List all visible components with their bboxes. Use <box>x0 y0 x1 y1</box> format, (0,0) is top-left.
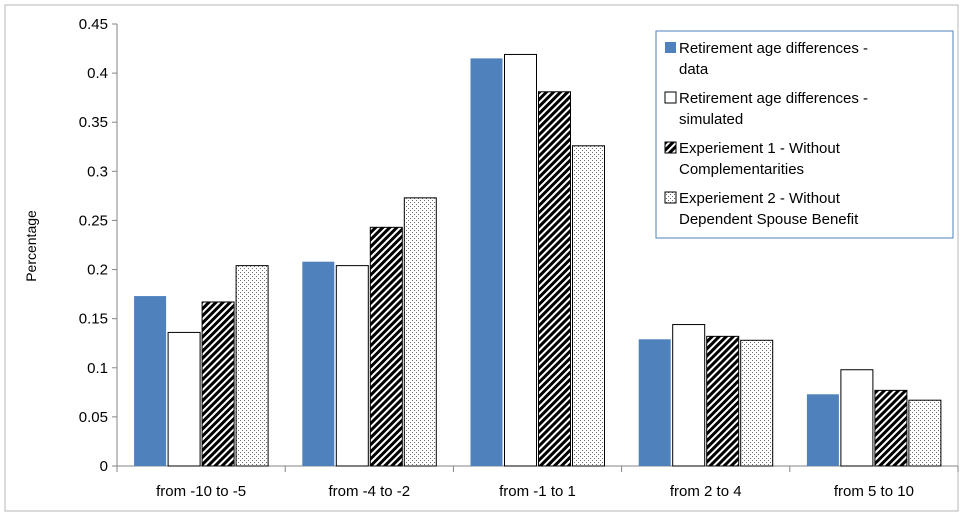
x-tick-label: from 2 to 4 <box>670 483 742 500</box>
y-tick-label: 0.2 <box>87 262 108 279</box>
bars <box>134 53 942 467</box>
y-tick-label: 0.15 <box>79 311 108 328</box>
bar <box>504 53 537 467</box>
y-tick-label: 0.3 <box>87 163 108 180</box>
y-tick-label: 0 <box>100 458 108 475</box>
bar <box>403 197 437 467</box>
y-tick-label: 0.4 <box>87 65 108 82</box>
legend: Retirement age differences -data Retireme… <box>655 30 954 239</box>
bar <box>638 339 671 466</box>
bar <box>201 301 235 467</box>
y-axis-title: Percentage <box>23 210 39 282</box>
legend-swatch <box>665 42 676 53</box>
bar <box>235 265 269 467</box>
x-tick-label: from -1 to 1 <box>499 483 576 500</box>
bar <box>167 331 201 467</box>
bar <box>470 58 503 466</box>
legend-label: Experiement 2 - Without Dependent Spouse … <box>679 190 859 228</box>
y-tick-label: 0.45 <box>79 16 108 33</box>
bar <box>134 296 167 466</box>
legend-label: Retirement age differences -data <box>679 40 868 78</box>
legend-label: Retirement age differences -simulated <box>679 90 868 128</box>
x-tick-label: from 5 to 10 <box>834 483 914 500</box>
legend-swatch <box>664 91 677 104</box>
bar <box>538 91 571 467</box>
x-tick-label: from -4 to -2 <box>328 483 410 500</box>
y-tick-label: 0.25 <box>79 212 108 229</box>
bar <box>369 226 403 467</box>
bar <box>740 339 774 467</box>
bar <box>672 324 706 467</box>
bar <box>706 335 740 467</box>
bar <box>908 399 942 467</box>
legend-swatch <box>664 141 677 154</box>
bar <box>874 389 908 467</box>
y-tick-label: 0.35 <box>79 114 108 131</box>
bar <box>840 369 874 467</box>
bar <box>302 261 335 466</box>
bar <box>335 265 369 467</box>
y-tick-label: 0.05 <box>79 409 108 426</box>
y-tick-label: 0.1 <box>87 360 108 377</box>
bar <box>572 145 605 467</box>
bar <box>806 394 839 466</box>
legend-label: Experiement 1 - Without Complementarities <box>679 140 841 178</box>
legend-box <box>655 30 954 239</box>
legend-swatch <box>664 191 677 204</box>
x-tick-label: from -10 to -5 <box>156 483 246 500</box>
y-axis-title-group: Percentage <box>23 210 39 282</box>
